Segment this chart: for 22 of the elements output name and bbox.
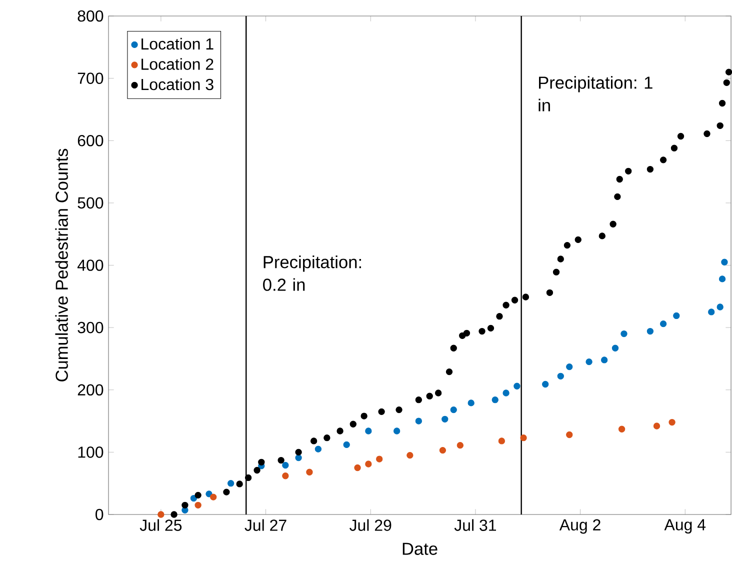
y-tick-label: 300	[78, 322, 104, 334]
y-tick-label: 100	[78, 446, 104, 458]
y-tick-label: 200	[78, 384, 104, 396]
y-tick-label: 0	[96, 508, 104, 520]
x-tick-label: Jul 29	[350, 519, 392, 531]
legend-label: Location 2	[142, 58, 214, 70]
y-tick-label: 500	[78, 197, 104, 209]
x-tick-label: Jul 31	[454, 519, 496, 531]
x-axis-title: Date	[402, 542, 438, 555]
y-tick-label: 400	[77, 260, 104, 271]
y-tick-label: 800	[78, 10, 104, 22]
y-tick-label: 700	[78, 72, 104, 84]
ref-line-label: Precipitation: 0.2 in	[263, 256, 361, 291]
x-tick-label: Jul 25	[140, 519, 182, 531]
y-tick-label: 600	[78, 134, 104, 146]
legend-label: Location 1	[142, 38, 214, 50]
x-tick-label: Aug 4	[664, 519, 706, 534]
y-axis-title: Cumulative Pedestrian Counts	[55, 148, 68, 382]
x-tick-label: Jul 27	[244, 519, 286, 531]
x-tick-label: Aug 2	[559, 519, 600, 534]
legend-label: Location 3	[142, 78, 214, 90]
ref-line-label: Precipitation: 1 in	[538, 76, 652, 112]
